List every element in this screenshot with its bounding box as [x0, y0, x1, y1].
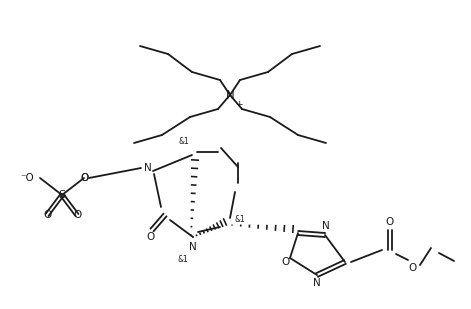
- Text: O: O: [43, 210, 51, 220]
- Text: ⁻O: ⁻O: [20, 173, 34, 183]
- Text: O: O: [281, 257, 289, 267]
- Text: S: S: [58, 190, 65, 200]
- Text: O: O: [409, 263, 417, 273]
- Text: &1: &1: [179, 137, 189, 146]
- Text: &1: &1: [178, 255, 188, 264]
- Text: N: N: [322, 221, 330, 231]
- Text: N: N: [226, 88, 235, 101]
- Text: +: +: [235, 99, 243, 108]
- Text: N: N: [189, 242, 197, 252]
- Text: O: O: [386, 217, 394, 227]
- Text: O: O: [73, 210, 81, 220]
- Text: N: N: [313, 278, 321, 288]
- Text: O: O: [80, 173, 88, 183]
- Text: O: O: [146, 232, 154, 242]
- Text: N: N: [144, 163, 152, 173]
- Text: &1: &1: [235, 215, 245, 225]
- Text: O: O: [80, 173, 88, 183]
